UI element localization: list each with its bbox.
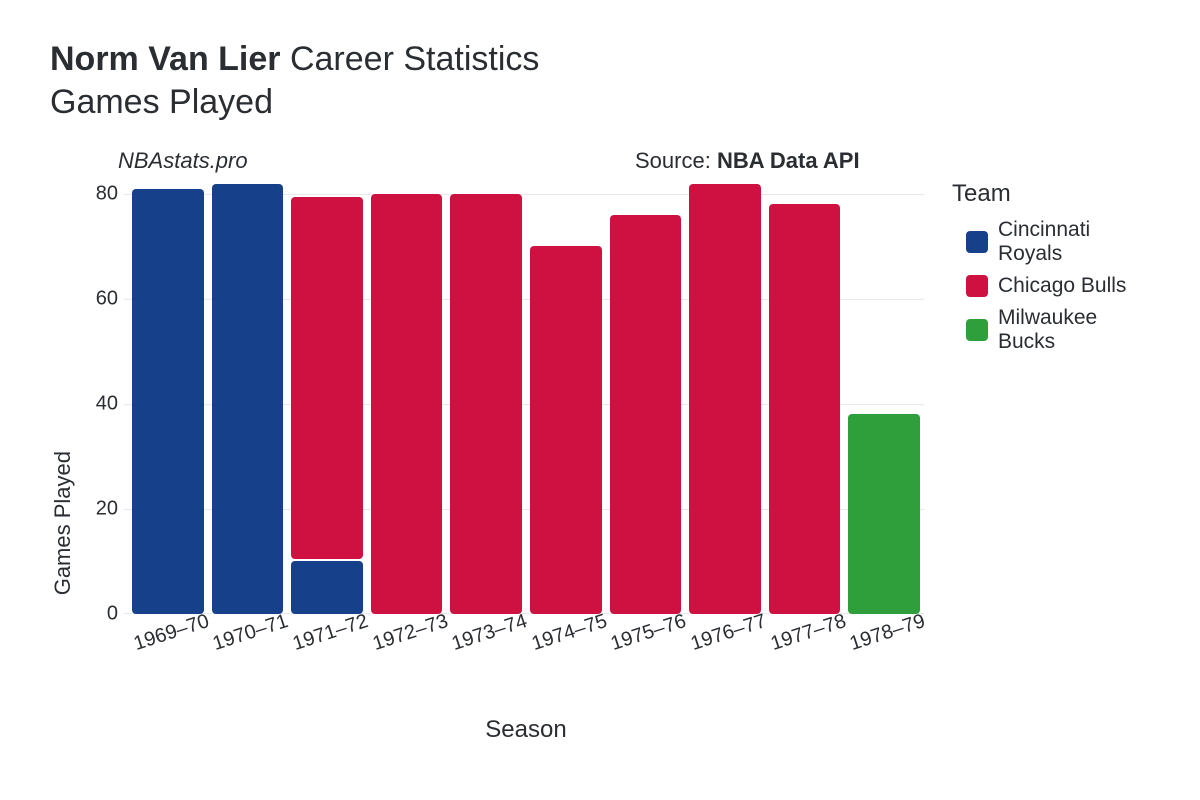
bar-segment-chi bbox=[769, 204, 841, 613]
chart-title: Norm Van Lier Career Statistics bbox=[50, 38, 1150, 81]
bar-stack bbox=[371, 194, 443, 614]
legend-swatch bbox=[966, 275, 988, 297]
legend: Team Cincinnati Royals Chicago Bulls Milwa… bbox=[952, 180, 1150, 362]
bar-stack bbox=[450, 194, 522, 614]
bar-slot bbox=[606, 184, 686, 614]
y-tick-label: 40 bbox=[84, 392, 118, 415]
legend-label: Chicago Bulls bbox=[998, 274, 1126, 298]
bar-slot bbox=[446, 184, 526, 614]
y-axis-label: Games Played bbox=[50, 331, 76, 595]
bar-slot bbox=[128, 184, 208, 614]
bar-stack bbox=[530, 246, 602, 613]
legend-item: Milwaukee Bucks bbox=[966, 306, 1150, 354]
annotation-row: NBAstats.pro Source: NBA Data API bbox=[50, 148, 1150, 178]
x-axis-label: Season bbox=[128, 716, 924, 744]
bar-stack bbox=[848, 414, 920, 613]
bar-segment-mil bbox=[848, 414, 920, 613]
legend-label: Milwaukee Bucks bbox=[998, 306, 1150, 354]
plot-area: 020406080 bbox=[84, 184, 924, 614]
legend-swatch bbox=[966, 231, 988, 253]
bar-segment-cin bbox=[132, 189, 204, 614]
bar-stack bbox=[689, 184, 761, 614]
y-tick-label: 60 bbox=[84, 287, 118, 310]
title-bold: Norm Van Lier bbox=[50, 40, 281, 78]
legend-label: Cincinnati Royals bbox=[998, 218, 1150, 266]
bar-slot bbox=[526, 184, 606, 614]
legend-item: Chicago Bulls bbox=[966, 274, 1150, 298]
bar-segment-cin bbox=[212, 184, 284, 614]
bar-segment-cin bbox=[291, 561, 363, 613]
x-tick-label: 1972–73 bbox=[370, 609, 451, 655]
bar-segment-chi bbox=[291, 197, 363, 559]
x-tick-label: 1976–77 bbox=[688, 609, 769, 655]
y-tick-label: 80 bbox=[84, 182, 118, 205]
y-tick-label: 20 bbox=[84, 497, 118, 520]
x-tick-label: 1977–78 bbox=[768, 609, 849, 655]
x-ticks: 1969–701970–711971–721972–731973–741974–… bbox=[128, 622, 924, 712]
bar-slot bbox=[685, 184, 765, 614]
site-credit: NBAstats.pro bbox=[118, 148, 248, 174]
legend-item: Cincinnati Royals bbox=[966, 218, 1150, 266]
bar-segment-chi bbox=[450, 194, 522, 614]
bar-stack bbox=[132, 189, 204, 614]
x-tick-label: 1969–70 bbox=[131, 609, 212, 655]
title-rest: Career Statistics bbox=[281, 40, 540, 78]
x-tick-label: 1970–71 bbox=[210, 609, 291, 655]
bar-stack bbox=[769, 204, 841, 613]
bar-slot bbox=[367, 184, 447, 614]
x-tick-label: 1978–79 bbox=[847, 609, 928, 655]
bar-segment-chi bbox=[371, 194, 443, 614]
x-tick-label: 1974–75 bbox=[529, 609, 610, 655]
source-name: NBA Data API bbox=[717, 148, 860, 173]
chart-container: Norm Van Lier Career Statistics Games Pl… bbox=[0, 0, 1200, 784]
bar-stack bbox=[610, 215, 682, 614]
source-credit: Source: NBA Data API bbox=[635, 148, 860, 174]
x-tick-label: 1975–76 bbox=[608, 609, 689, 655]
y-tick-label: 0 bbox=[84, 602, 118, 625]
bar-slot bbox=[765, 184, 845, 614]
bar-slot bbox=[844, 184, 924, 614]
bar-slot bbox=[208, 184, 288, 614]
source-prefix: Source: bbox=[635, 148, 717, 173]
bar-stack bbox=[212, 184, 284, 614]
bars-container bbox=[128, 184, 924, 614]
bar-slot bbox=[287, 184, 367, 614]
legend-swatch bbox=[966, 319, 988, 341]
bar-segment-chi bbox=[610, 215, 682, 614]
x-tick-label: 1971–72 bbox=[290, 609, 371, 655]
x-tick-label: 1973–74 bbox=[449, 609, 530, 655]
legend-title: Team bbox=[952, 180, 1150, 208]
chart-subtitle: Games Played bbox=[50, 83, 1150, 122]
plot-row: Games Played 020406080 1969–701970–71197… bbox=[50, 184, 1150, 744]
bar-segment-chi bbox=[530, 246, 602, 613]
bar-stack bbox=[291, 197, 363, 613]
bar-segment-chi bbox=[689, 184, 761, 614]
